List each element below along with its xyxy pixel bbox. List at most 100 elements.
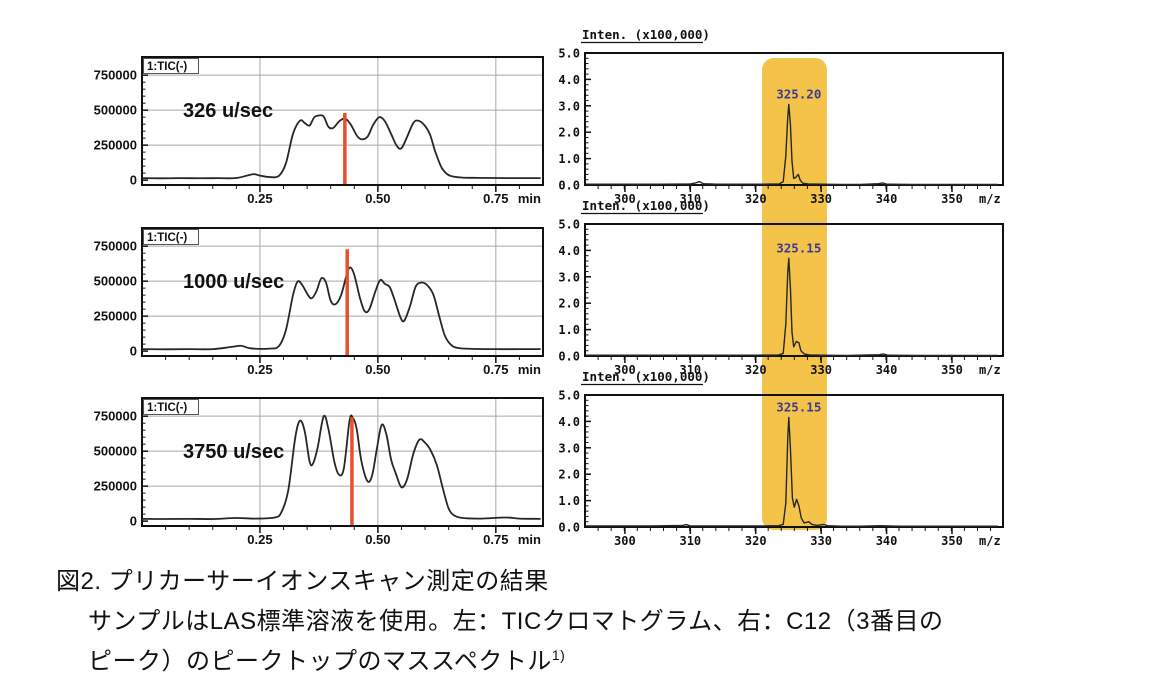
y-tick-label: 500000 [94,444,137,459]
intensity-axis-title: Inten. (x100,000) [582,27,710,42]
tic-chromatogram-panel-3: 0 250000 500000 750000 0.25 0.50 0.75 min 1:TIC(… [94,397,544,547]
y-tick-label: 2.0 [558,468,580,482]
y-tick-label: 4.0 [558,244,580,258]
scan-speed-annotation: 1000 u/sec [183,271,284,293]
x-tick-label: 310 [679,363,701,377]
x-tick-label: 0.50 [365,191,390,206]
x-axis-unit-label: min [518,532,541,547]
caption-line-3-text: ピーク）のピークトップのマススペクトル [88,648,552,675]
scan-speed-annotation: 3750 u/sec [183,441,284,463]
x-tick-label: 350 [941,534,963,548]
y-tick-label: 2.0 [558,126,580,140]
tic-chromatogram-panel-2: 0 250000 500000 750000 0.25 0.50 0.75 min 1:TIC(… [94,227,544,377]
x-tick-label: 340 [876,192,898,206]
y-tick-label: 0.0 [558,350,580,364]
y-tick-label: 1.0 [558,152,580,166]
plot-frame [141,397,544,527]
y-tick-label: 3.0 [558,99,580,113]
y-tick-label: 4.0 [558,73,580,87]
y-tick-label: 0 [130,514,137,529]
x-axis-unit-label: m/z [979,363,1001,377]
y-tick-label: 250000 [94,309,137,324]
y-tick-label: 500000 [94,103,137,118]
peak-mz-label: 325.15 [776,399,821,414]
x-tick-label: 300 [614,192,636,206]
y-tick-label: 750000 [94,68,137,83]
trace-label-box [143,58,199,74]
plot-frame [141,227,544,357]
x-tick-label: 320 [745,534,767,548]
ms-trace [585,416,998,527]
y-tick-label: 0.0 [558,179,580,193]
x-tick-label: 310 [679,192,701,206]
mass-spectrum-panel-3: 0.0 1.0 2.0 3.0 4.0 5.0 300 310 320 330 340 350 m/z I… [558,369,1004,548]
y-tick-label: 250000 [94,138,137,153]
peak-mz-label: 325.20 [776,86,821,101]
trace-label-box [143,229,199,245]
x-tick-label: 0.50 [365,532,390,547]
ms-trace [585,257,998,357]
trace-label: 1:TIC(-) [147,232,187,244]
x-axis-unit-label: m/z [979,192,1001,206]
x-axis-unit-label: m/z [979,534,1001,548]
y-tick-label: 5.0 [558,47,580,61]
tic-trace [141,266,541,351]
intensity-axis-title: Inten. (x100,000) [582,369,710,384]
scan-speed-annotation: 326 u/sec [183,100,273,122]
x-tick-label: 0.25 [247,532,272,547]
x-tick-label: 340 [876,534,898,548]
y-tick-label: 1.0 [558,494,580,508]
ms-trace [585,103,998,186]
x-tick-label: 0.75 [483,191,508,206]
trace-label-box [143,399,199,415]
y-tick-label: 5.0 [558,218,580,232]
trace-label: 1:TIC(-) [147,402,187,414]
plot-frame [141,56,544,186]
x-tick-label: 0.75 [483,532,508,547]
y-tick-label: 0.0 [558,521,580,535]
x-tick-label: 340 [876,363,898,377]
y-tick-label: 0 [130,173,137,188]
y-tick-label: 0 [130,344,137,359]
caption-line-1: 図2. プリカーサーイオンスキャン測定の結果 [56,568,549,595]
highlight-band [762,58,827,530]
plot-frame [584,52,1004,186]
x-tick-label: 0.50 [365,362,390,377]
caption-reference-superscript: 1) [551,647,566,663]
x-tick-label: 330 [810,192,832,206]
x-axis-unit-label: min [518,191,541,206]
caption-line-2: サンプルはLAS標準溶液を使用。左：TICクロマトグラム、右：C12（3番目の [88,608,944,635]
y-tick-label: 3.0 [558,441,580,455]
x-tick-label: 0.25 [247,191,272,206]
caption-line-3: ピーク）のピークトップのマススペクトル1) [88,641,565,676]
tic-trace [141,114,541,180]
tic-trace [141,414,541,520]
intensity-axis-title: Inten. (x100,000) [582,198,710,213]
mass-spectrum-panel-2: 0.0 1.0 2.0 3.0 4.0 5.0 300 310 320 330 340 350 m/z I… [558,198,1004,377]
tic-chromatogram-panel-1: 0 250000 500000 750000 0.25 0.50 0.75 min 1:TIC(… [94,56,544,206]
y-tick-label: 1.0 [558,323,580,337]
y-tick-label: 750000 [94,239,137,254]
x-tick-label: 320 [745,192,767,206]
y-tick-label: 250000 [94,479,137,494]
y-tick-label: 500000 [94,274,137,289]
y-tick-label: 5.0 [558,389,580,403]
y-tick-label: 4.0 [558,415,580,429]
peak-mz-label: 325.15 [776,240,821,255]
x-tick-label: 350 [941,363,963,377]
x-axis-unit-label: min [518,362,541,377]
x-tick-label: 310 [679,534,701,548]
mass-spectrum-panel-1: 0.0 1.0 2.0 3.0 4.0 5.0 300 310 320 330 340 350 m/z I… [558,27,1004,206]
x-tick-label: 0.75 [483,362,508,377]
y-tick-label: 3.0 [558,270,580,284]
x-tick-label: 300 [614,363,636,377]
x-tick-label: 350 [941,192,963,206]
x-tick-label: 320 [745,363,767,377]
x-tick-label: 330 [810,363,832,377]
x-tick-label: 330 [810,534,832,548]
y-tick-label: 750000 [94,409,137,424]
x-tick-label: 0.25 [247,362,272,377]
y-tick-label: 2.0 [558,297,580,311]
trace-label: 1:TIC(-) [147,61,187,73]
